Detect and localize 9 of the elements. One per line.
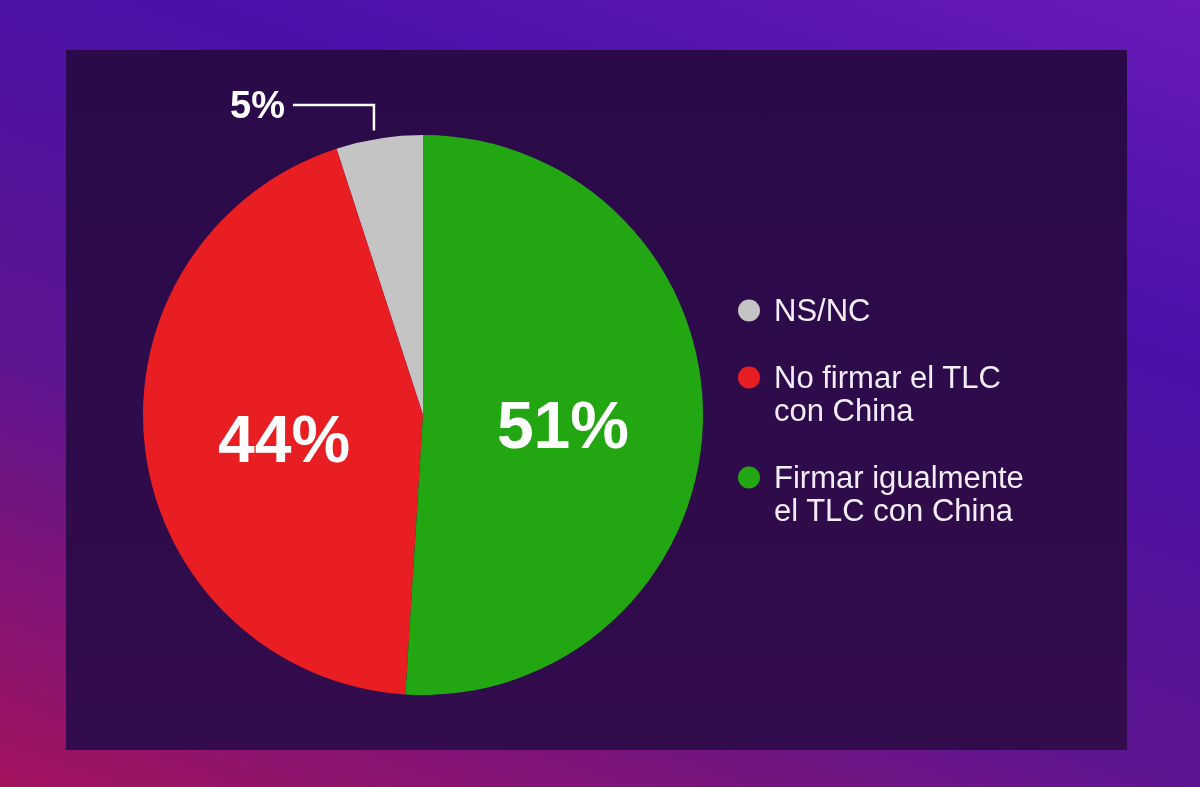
data-label: 5% xyxy=(230,84,285,126)
pie-slice xyxy=(336,135,423,415)
data-label: 51% xyxy=(496,388,629,463)
legend-label: NS/NC xyxy=(774,292,872,328)
data-label: 44% xyxy=(218,401,351,476)
pie-slice xyxy=(143,148,423,695)
legend-label: Firmar igualmente el TLC con China xyxy=(774,459,1025,528)
pie-slice xyxy=(405,135,703,695)
legend-label: No firmar el TLC con China xyxy=(774,359,1002,428)
